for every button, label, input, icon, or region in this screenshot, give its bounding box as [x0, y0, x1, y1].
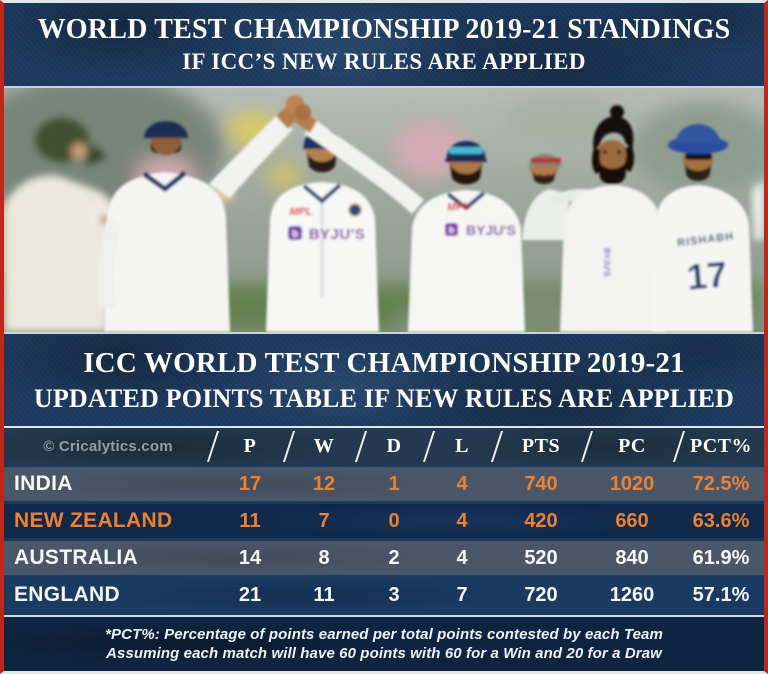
- top-banner: WORLD TEST CHAMPIONSHIP 2019-21 STANDING…: [4, 3, 764, 86]
- cell-w: 7: [318, 509, 330, 532]
- team-name: NEW ZEALAND: [14, 509, 173, 532]
- cell-d: 1: [388, 472, 400, 495]
- cell-l: 7: [456, 583, 468, 606]
- column-header-w: W: [313, 435, 335, 457]
- team-name: ENGLAND: [14, 583, 120, 606]
- cell-p: 14: [238, 546, 262, 569]
- cell-w: 12: [312, 472, 336, 495]
- column-header-l: L: [455, 435, 469, 457]
- cell-p: 17: [238, 472, 262, 495]
- edge-arm: [752, 180, 764, 240]
- player-rohit-figure: MPL b BYJU'S: [286, 95, 525, 332]
- table-row-new-zealand: NEW ZEALAND 11 7 0 4 420 660 63.6%: [4, 504, 764, 538]
- cell-d: 0: [388, 509, 400, 532]
- cell-l: 4: [456, 472, 468, 495]
- team-name: AUSTRALIA: [14, 546, 139, 569]
- footnote-line1: *PCT%: Percentage of points earned per t…: [105, 626, 663, 643]
- byjus-logo-rohit: BYJU'S: [466, 222, 516, 238]
- byjus-badge-center: [288, 226, 302, 240]
- cell-pc: 1260: [609, 583, 655, 606]
- footnote: *PCT%: Percentage of points earned per t…: [4, 615, 764, 671]
- pant-sunglasses: [685, 153, 712, 160]
- column-header-d: D: [386, 435, 402, 457]
- table-title-line1: ICC WORLD TEST CHAMPIONSHIP 2019-21: [83, 346, 685, 379]
- svg-text:b: b: [449, 225, 455, 235]
- table-title: ICC WORLD TEST CHAMPIONSHIP 2019-21 UPDA…: [4, 334, 764, 428]
- mpl-logo-center: MPL: [289, 206, 313, 218]
- cell-pc: 1020: [609, 472, 655, 495]
- cell-pct: 72.5%: [692, 472, 750, 495]
- cell-l: 4: [456, 546, 468, 569]
- red-sunglasses: [531, 158, 561, 163]
- bcci-crest: [348, 203, 362, 217]
- byjus-logo-siraj: BYJU'S: [602, 248, 611, 277]
- table-row-india: INDIA 17 12 1 4 740 1020 72.5%: [4, 467, 764, 501]
- table-title-line2: UPDATED POINTS TABLE IF NEW RULES ARE AP…: [33, 383, 735, 413]
- siraj-hair-bun: [610, 105, 624, 119]
- cell-w: 11: [313, 583, 335, 606]
- cell-pts: 420: [524, 509, 558, 532]
- cell-pc: 660: [615, 509, 649, 532]
- banner-title-line2: IF ICC’S NEW RULES ARE APPLIED: [182, 49, 586, 74]
- cell-pts: 720: [524, 583, 558, 606]
- cell-pc: 840: [615, 546, 649, 569]
- table-row-australia: AUSTRALIA 14 8 2 4 520 840 61.9%: [4, 541, 764, 575]
- cell-p: 21: [238, 583, 262, 606]
- team-photo: MPL b BYJU'S MPL b BY: [4, 86, 764, 334]
- player-siraj-figure: BYJU'S: [560, 105, 665, 332]
- cell-pts: 520: [524, 546, 558, 569]
- cell-d: 2: [388, 546, 400, 569]
- kohli-cap: [144, 121, 188, 138]
- column-header-pc: PC: [618, 435, 646, 457]
- svg-text:b: b: [292, 229, 298, 240]
- column-header-pts: PTS: [521, 435, 561, 457]
- cell-pct: 57.1%: [692, 583, 750, 606]
- byjus-badge-rohit: [445, 223, 458, 236]
- footnote-line2: Assuming each match will have 60 points …: [106, 645, 662, 662]
- table-body: INDIA 17 12 1 4 740 1020 72.5% NEW ZEALA…: [4, 467, 764, 612]
- byjus-logo-center: BYJU'S: [309, 226, 366, 243]
- table-row-england: ENGLAND 21 11 3 7 720 1260 57.1%: [4, 578, 764, 612]
- cell-p: 11: [239, 509, 261, 532]
- watermark: © Cricalytics.com: [43, 438, 173, 455]
- sunglasses-on-cap: [449, 147, 483, 154]
- cell-d: 3: [388, 583, 400, 606]
- team-name: INDIA: [14, 472, 73, 495]
- table-header: © Cricalytics.com P W D L PTS PC PCT%: [4, 428, 764, 465]
- banner-title-line1: WORLD TEST CHAMPIONSHIP 2019-21 STANDING…: [37, 14, 731, 45]
- team-photo-illustration: MPL b BYJU'S MPL b BY: [4, 88, 764, 332]
- player-kohli-figure: [97, 98, 305, 332]
- cell-pts: 740: [524, 472, 558, 495]
- cell-pct: 63.6%: [692, 509, 750, 532]
- column-header-pct: PCT%: [690, 435, 752, 457]
- player-pant-figure: RISHABH 17: [652, 124, 753, 332]
- column-header-p: P: [243, 435, 257, 457]
- cell-l: 4: [456, 509, 468, 532]
- pant-back-number: 17: [685, 253, 728, 297]
- cell-w: 8: [318, 546, 330, 569]
- mpl-logo-rohit: MPL: [447, 200, 471, 214]
- cell-pct: 61.9%: [692, 546, 750, 569]
